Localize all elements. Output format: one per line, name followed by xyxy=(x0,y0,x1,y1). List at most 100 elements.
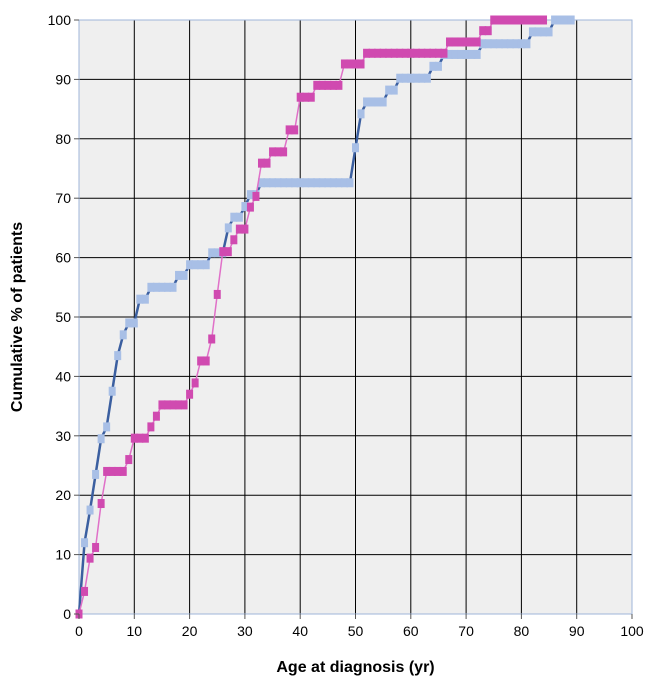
data-point xyxy=(92,542,100,552)
data-point xyxy=(457,37,465,47)
data-point xyxy=(363,48,371,58)
data-point xyxy=(495,15,503,25)
data-point xyxy=(97,434,105,444)
data-point xyxy=(368,97,376,107)
data-point xyxy=(235,224,243,234)
data-point xyxy=(197,356,205,366)
data-point xyxy=(180,400,188,410)
data-point xyxy=(374,48,382,58)
data-point xyxy=(501,39,509,49)
y-tick-label: 50 xyxy=(55,309,71,325)
data-point xyxy=(141,433,149,443)
data-point xyxy=(534,15,542,25)
data-point xyxy=(208,334,216,344)
data-point xyxy=(318,80,326,90)
data-point xyxy=(423,73,431,83)
data-point xyxy=(340,178,348,188)
data-point xyxy=(307,92,315,102)
data-point xyxy=(329,178,337,188)
data-point xyxy=(335,80,343,90)
y-tick-label: 90 xyxy=(55,71,71,87)
data-point xyxy=(197,260,205,270)
data-point xyxy=(418,48,426,58)
data-point xyxy=(446,37,454,47)
data-point xyxy=(523,39,531,49)
data-point xyxy=(523,15,531,25)
x-tick-label: 30 xyxy=(237,623,253,639)
data-point xyxy=(158,400,166,410)
data-point xyxy=(357,59,365,69)
data-point xyxy=(263,178,271,188)
data-point xyxy=(318,178,326,188)
data-point xyxy=(302,92,310,102)
y-tick-label: 100 xyxy=(48,12,72,28)
data-point xyxy=(545,27,553,37)
data-point xyxy=(230,235,238,245)
data-point xyxy=(130,318,138,328)
data-point xyxy=(434,48,442,58)
y-tick-label: 40 xyxy=(55,368,71,384)
data-point xyxy=(440,48,448,58)
data-point xyxy=(169,400,177,410)
data-point xyxy=(379,97,387,107)
x-tick-label: 80 xyxy=(514,623,530,639)
data-point xyxy=(490,39,498,49)
data-point xyxy=(224,247,232,257)
data-point xyxy=(313,80,321,90)
data-point xyxy=(324,80,332,90)
data-point xyxy=(429,48,437,58)
x-tick-label: 90 xyxy=(569,623,585,639)
data-point xyxy=(152,411,160,421)
data-point xyxy=(180,270,188,280)
data-point xyxy=(484,39,492,49)
series-layer xyxy=(75,15,575,619)
data-point xyxy=(136,433,144,443)
x-tick-label: 60 xyxy=(403,623,419,639)
data-point xyxy=(352,143,359,153)
data-point xyxy=(396,73,404,83)
data-point xyxy=(280,178,288,188)
data-point xyxy=(528,15,536,25)
data-point xyxy=(163,282,171,292)
data-point xyxy=(86,505,94,515)
data-point xyxy=(291,125,299,135)
data-point xyxy=(390,48,398,58)
data-point xyxy=(103,466,111,476)
data-point xyxy=(473,37,481,47)
data-point xyxy=(296,92,304,102)
data-point xyxy=(556,15,564,25)
data-point xyxy=(540,15,548,25)
data-point xyxy=(230,212,238,222)
data-point xyxy=(329,80,337,90)
data-point xyxy=(368,48,376,58)
x-tick-label: 70 xyxy=(458,623,474,639)
data-point xyxy=(407,48,415,58)
series-1 xyxy=(75,15,575,619)
x-tick-label: 10 xyxy=(127,623,143,639)
data-point xyxy=(257,178,265,188)
data-point xyxy=(468,37,476,47)
data-point xyxy=(412,73,420,83)
data-point xyxy=(357,109,365,119)
y-axis-label: Cumulative % of patients xyxy=(9,222,26,412)
data-point xyxy=(401,48,409,58)
data-point xyxy=(495,39,503,49)
data-point xyxy=(108,466,116,476)
data-point xyxy=(119,330,127,340)
data-point xyxy=(81,538,89,548)
data-point xyxy=(434,61,442,71)
tick-labels: 0 10 20 30 40 50 60 70 80 90 100 0 10 20 30 40 50 60 70 80 9… xyxy=(48,12,644,639)
data-point xyxy=(451,49,459,59)
y-tick-label: 10 xyxy=(55,547,71,563)
data-point xyxy=(163,400,171,410)
data-point xyxy=(186,389,194,399)
data-point xyxy=(263,158,271,168)
data-point xyxy=(562,15,570,25)
data-point xyxy=(191,378,199,388)
data-point xyxy=(418,73,426,83)
data-point xyxy=(241,202,249,212)
data-point xyxy=(506,39,514,49)
data-point xyxy=(136,294,144,304)
data-point xyxy=(462,37,470,47)
